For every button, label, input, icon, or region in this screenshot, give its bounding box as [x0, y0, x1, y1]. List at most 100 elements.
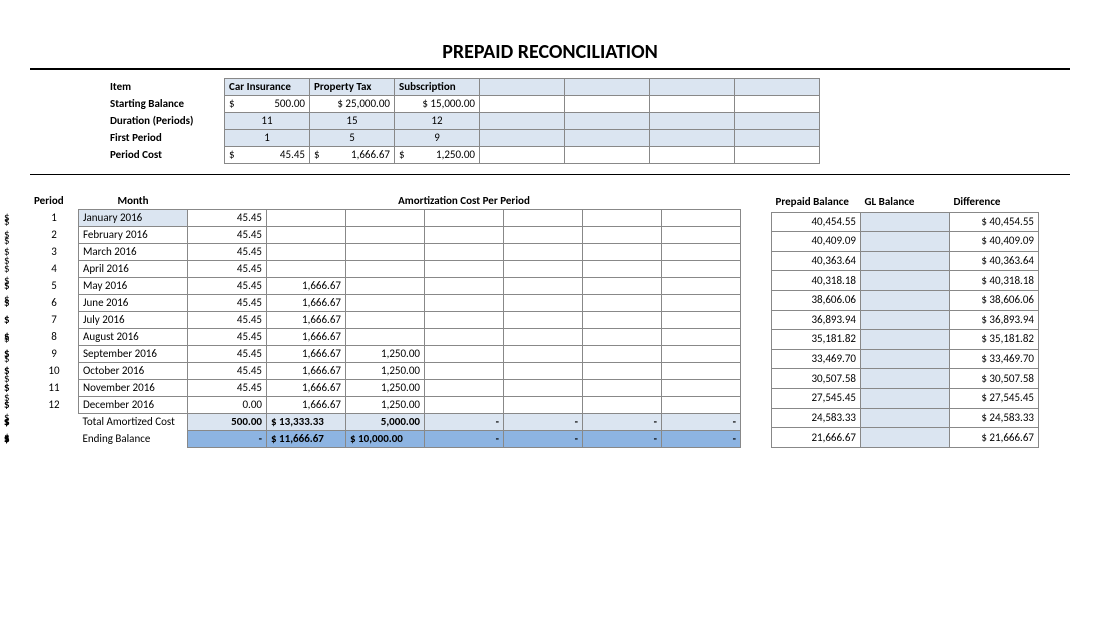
- table-row: $40,318.18$ 40,318.18: [772, 271, 1039, 291]
- cell-blank: [650, 130, 735, 147]
- cell-amort: $1,250.00: [346, 380, 425, 397]
- table-row: $35,181.82 $ 35,181.82: [772, 330, 1039, 350]
- cell-blank: [735, 130, 820, 147]
- table-row: 5May 2016$45.45$1,666.67: [30, 278, 741, 295]
- cell-prepaid: $35,181.82: [772, 330, 861, 350]
- cell-gl: [861, 310, 950, 330]
- cell-prepaid: $38,606.06: [772, 290, 861, 310]
- cell-amort: $45.45: [188, 227, 267, 244]
- cell-diff: $ 24,583.33: [950, 408, 1039, 428]
- cell-amort: [425, 312, 504, 329]
- table-row: 3March 2016$45.45: [30, 244, 741, 261]
- cell-amort: $45.45: [188, 380, 267, 397]
- cell-month: September 2016: [79, 346, 188, 363]
- cell-gl: [861, 251, 950, 271]
- cell-period: 11: [30, 380, 79, 397]
- cell-period: 10: [30, 363, 79, 380]
- label-first-period: First Period: [110, 130, 225, 147]
- cell-amort: [662, 346, 741, 363]
- cell-amort: $45.45: [188, 210, 267, 227]
- cell-amort: [662, 227, 741, 244]
- cell-total: $500.00: [188, 414, 267, 431]
- cell-total: $-: [583, 414, 662, 431]
- cell-month: November 2016: [79, 380, 188, 397]
- cell-diff: $ 36,893.94: [950, 310, 1039, 330]
- cell-amort: [662, 363, 741, 380]
- table-row: $21,666.67$ 21,666.67: [772, 428, 1039, 448]
- cell-blank: [565, 113, 650, 130]
- table-row: 1January 2016$45.45: [30, 210, 741, 227]
- cell-period: 6: [30, 295, 79, 312]
- hdr-blank: [735, 79, 820, 96]
- cell-total: $-: [425, 414, 504, 431]
- cell-diff: $ 40,409.09: [950, 232, 1039, 252]
- cell-amort: [583, 397, 662, 414]
- cell-amort: [267, 210, 346, 227]
- cell-amort: [662, 210, 741, 227]
- cell-amort: [425, 244, 504, 261]
- cell-amort: [346, 295, 425, 312]
- currency-symbol: $: [314, 147, 320, 163]
- summary-table: Item Car Insurance Property Tax Subscrip…: [110, 78, 820, 164]
- cell-amort: [662, 312, 741, 329]
- cell-diff: $ 35,181.82: [950, 330, 1039, 350]
- table-row: 4April 2016$45.45: [30, 261, 741, 278]
- cell-amort: [583, 244, 662, 261]
- divider-top: [30, 68, 1070, 70]
- cell-value: 500.00: [229, 96, 305, 112]
- amort-header-row: Period Month Amortization Cost Per Perio…: [30, 193, 741, 210]
- cell: 9: [395, 130, 480, 147]
- cell-ending: $-: [425, 431, 504, 448]
- cell-amort: [267, 261, 346, 278]
- cell-month: March 2016: [79, 244, 188, 261]
- cell: 12: [395, 113, 480, 130]
- cell-amort: [504, 346, 583, 363]
- cell-prepaid: $33,469.70: [772, 349, 861, 369]
- row-ending-balance: Ending Balance $- $ 11,666.67 $ 10,000.0…: [30, 431, 741, 448]
- cell-value: 1,250.00: [399, 147, 475, 163]
- cell-amort: $1,666.67: [267, 329, 346, 346]
- cell: $ 25,000.00: [310, 96, 395, 113]
- cell-amort: [425, 397, 504, 414]
- balance-table: Prepaid Balance GL Balance Difference $4…: [771, 193, 1039, 448]
- hdr-amort-cost: Amortization Cost Per Period: [188, 193, 741, 210]
- bal-header-row: Prepaid Balance GL Balance Difference: [772, 193, 1039, 212]
- cell-amort: $45.45: [188, 295, 267, 312]
- cell-amort: $45.45: [188, 261, 267, 278]
- cell-diff: $ 30,507.58: [950, 369, 1039, 389]
- cell-blank: [565, 130, 650, 147]
- cell-period: 1: [30, 210, 79, 227]
- label-item: Item: [110, 79, 225, 96]
- cell-amort: [346, 312, 425, 329]
- cell-blank: [480, 147, 565, 164]
- cell-amort: $45.45: [188, 346, 267, 363]
- label-period-cost: Period Cost: [110, 147, 225, 164]
- cell-amort: [583, 210, 662, 227]
- label-duration: Duration (Periods): [110, 113, 225, 130]
- cell-amort: [346, 227, 425, 244]
- cell-amort: $1,666.67: [267, 346, 346, 363]
- cell-prepaid: $40,409.09: [772, 232, 861, 252]
- cell: 11: [225, 113, 310, 130]
- cell-amort: [583, 346, 662, 363]
- cell-ending: $-: [662, 431, 741, 448]
- cell-blank: [480, 130, 565, 147]
- cell-blank: [650, 96, 735, 113]
- cell-amort: [662, 244, 741, 261]
- cell-prepaid: $30,507.58: [772, 369, 861, 389]
- cell-amort: [583, 227, 662, 244]
- cell: $45.45: [225, 147, 310, 164]
- cell-gl: [861, 408, 950, 428]
- hdr-difference: Difference: [950, 193, 1039, 212]
- cell-amort: [346, 278, 425, 295]
- cell-amort: $45.45: [188, 329, 267, 346]
- table-row: 2February 2016$45.45: [30, 227, 741, 244]
- row-starting-balance: Starting Balance $500.00 $ 25,000.00 $ 1…: [110, 96, 820, 113]
- cell-ending: $ 11,666.67: [267, 431, 346, 448]
- cell-amort: [425, 261, 504, 278]
- cell-period: 2: [30, 227, 79, 244]
- cell-period: 4: [30, 261, 79, 278]
- cell-blank: [650, 147, 735, 164]
- cell-amort: $45.45: [188, 244, 267, 261]
- cell-period: 9: [30, 346, 79, 363]
